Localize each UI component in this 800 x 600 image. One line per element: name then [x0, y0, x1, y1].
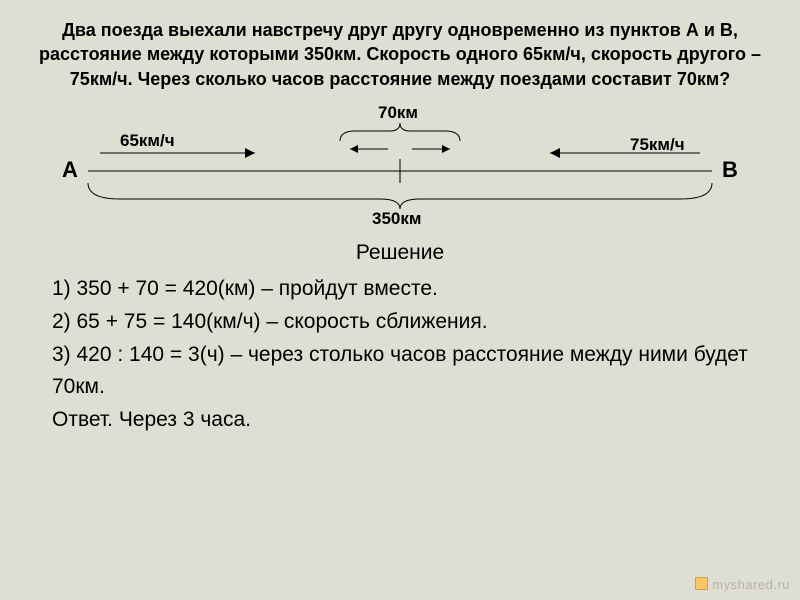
left-speed-label: 65км/ч — [120, 131, 175, 151]
watermark-icon — [695, 577, 708, 590]
solution-block: Решение 1) 350 + 70 = 420(км) – пройдут … — [0, 237, 800, 436]
total-distance-label: 350км — [372, 209, 421, 229]
problem-title: Два поезда выехали навстречу друг другу … — [0, 0, 800, 101]
diagram: А В 65км/ч 75км/ч 70км 350км — [40, 101, 760, 231]
solution-line: 3) 420 : 140 = 3(ч) – через столько часо… — [52, 339, 748, 404]
point-b-label: В — [722, 157, 738, 183]
solution-line: 2) 65 + 75 = 140(км/ч) – скорость сближе… — [52, 306, 748, 339]
solution-line: 1) 350 + 70 = 420(км) – пройдут вместе. — [52, 273, 748, 306]
watermark: myshared.ru — [695, 577, 790, 592]
watermark-text: myshared.ru — [712, 577, 790, 592]
solution-heading: Решение — [52, 237, 748, 270]
point-a-label: А — [62, 157, 78, 183]
right-speed-label: 75км/ч — [630, 135, 685, 155]
gap-label: 70км — [378, 103, 418, 123]
solution-line: Ответ. Через 3 часа. — [52, 404, 748, 437]
